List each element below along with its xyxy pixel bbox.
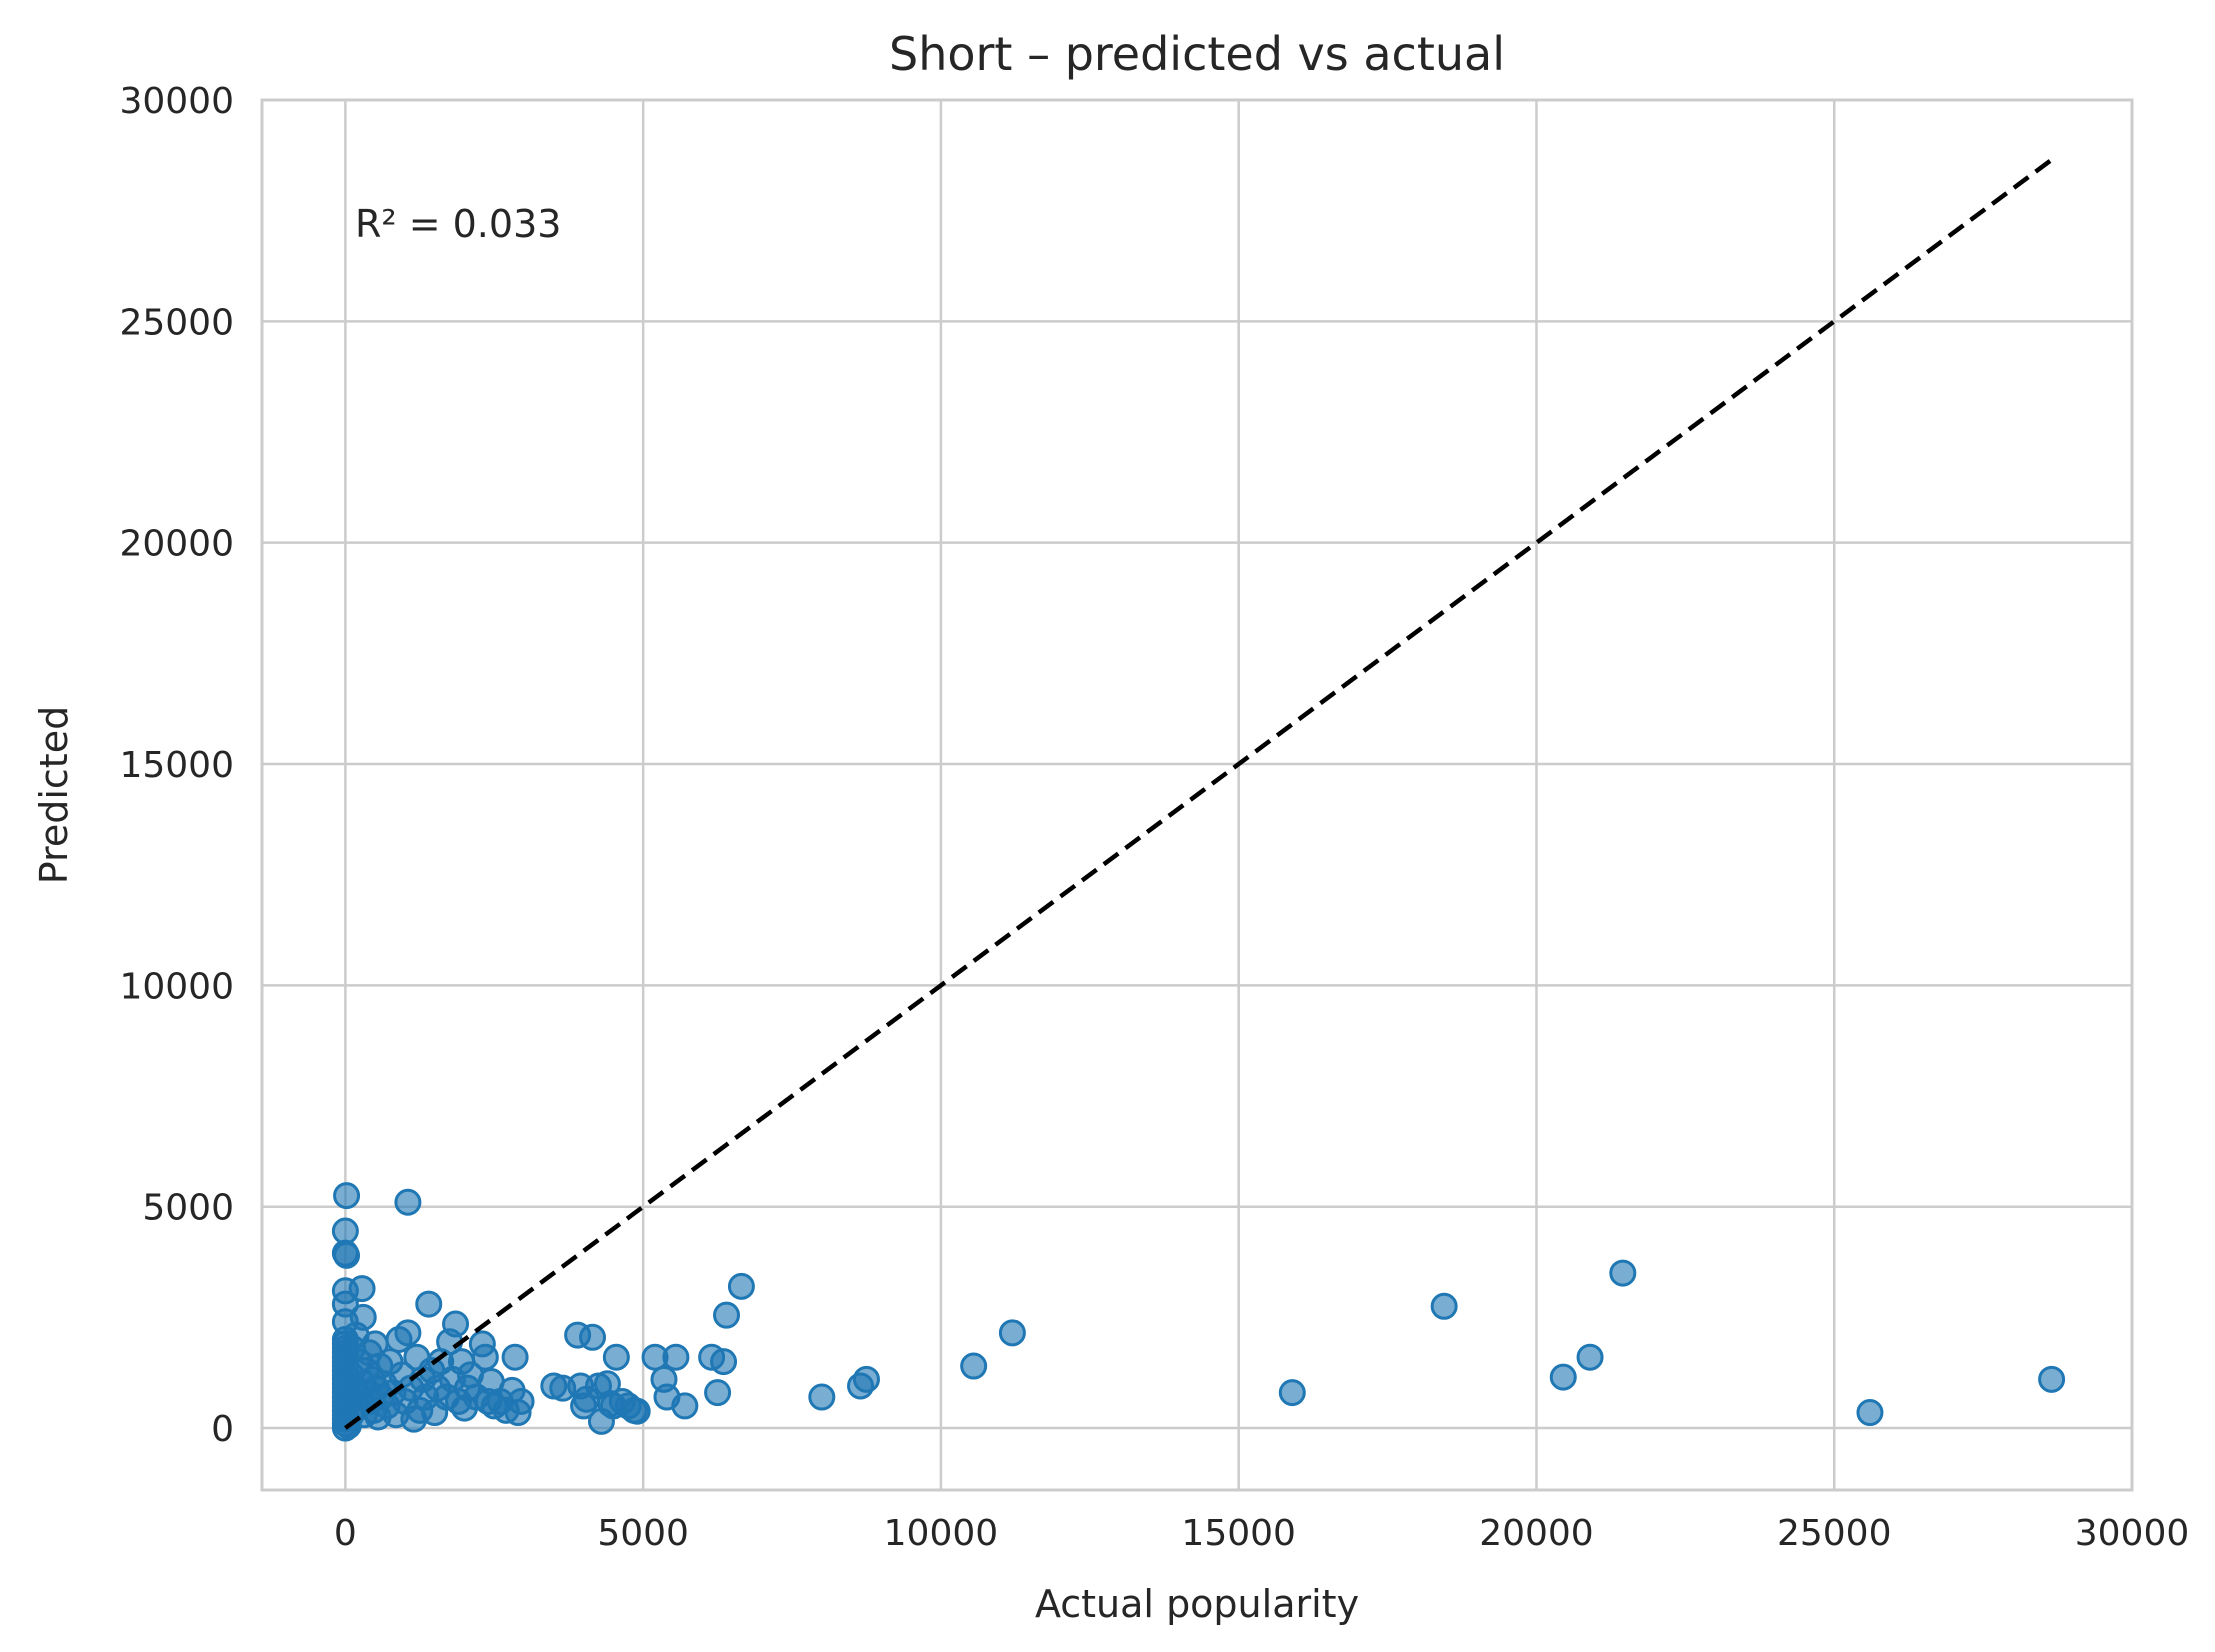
data-point [1576, 1343, 1604, 1371]
data-point [579, 1323, 607, 1351]
x-axis-label: Actual popularity [1035, 1582, 1359, 1626]
data-point [998, 1319, 1026, 1347]
y-tick-label: 15000 [119, 745, 234, 786]
x-tick-label: 10000 [884, 1513, 999, 1554]
data-point [2038, 1365, 2066, 1393]
data-point [671, 1392, 699, 1420]
data-point [852, 1365, 880, 1393]
data-points [331, 1182, 2066, 1442]
gridlines [262, 100, 2132, 1490]
data-point [713, 1301, 741, 1329]
data-point [1430, 1292, 1458, 1320]
data-point [471, 1343, 499, 1371]
data-point [349, 1303, 377, 1331]
y-tick-label: 5000 [142, 1188, 234, 1229]
data-point [704, 1379, 732, 1407]
x-tick-label: 0 [334, 1513, 357, 1554]
data-point [501, 1343, 529, 1371]
data-point [710, 1348, 738, 1376]
data-point [507, 1387, 535, 1415]
y-axis-label: Predicted [32, 706, 76, 884]
y-tick-label: 30000 [119, 81, 234, 122]
data-point [1856, 1399, 1884, 1427]
data-point [602, 1343, 630, 1371]
data-point [415, 1290, 443, 1318]
y-tick-label: 25000 [119, 302, 234, 343]
data-point [331, 1217, 359, 1245]
data-point [727, 1272, 755, 1300]
chart-title: Short – predicted vs actual [889, 27, 1505, 81]
x-tick-labels: 0 5000 10000 15000 20000 25000 30000 [334, 1513, 2189, 1554]
data-point [1278, 1379, 1306, 1407]
data-point [394, 1188, 422, 1216]
data-point [333, 1182, 361, 1210]
plot-frame [260, 98, 2134, 1492]
x-tick-label: 15000 [1181, 1513, 1296, 1554]
y-tick-label: 20000 [119, 524, 234, 565]
x-tick-label: 20000 [1479, 1513, 1594, 1554]
data-point [960, 1352, 988, 1380]
data-point [333, 1241, 361, 1269]
r-squared-annotation: R² = 0.033 [355, 202, 561, 246]
identity-reference-line [344, 157, 2053, 1430]
data-point [1609, 1259, 1637, 1287]
data-point [394, 1319, 422, 1347]
data-point [808, 1383, 836, 1411]
data-point [1549, 1363, 1577, 1391]
y-tick-labels: 0 5000 10000 15000 20000 25000 30000 [119, 81, 234, 1450]
data-point [348, 1275, 376, 1303]
x-tick-label: 5000 [597, 1513, 689, 1554]
data-point [442, 1310, 470, 1338]
x-tick-label: 25000 [1777, 1513, 1892, 1554]
data-point [662, 1343, 690, 1371]
x-tick-label: 30000 [2075, 1513, 2190, 1554]
data-point [623, 1397, 651, 1425]
y-tick-label: 10000 [119, 966, 234, 1007]
y-tick-label: 0 [211, 1409, 234, 1450]
